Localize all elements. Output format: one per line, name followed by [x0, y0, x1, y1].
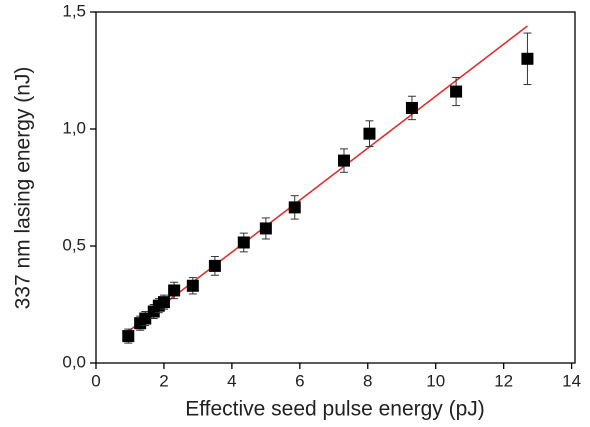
point — [288, 201, 301, 214]
x-axis-label: Effective seed pulse energy (pJ) — [185, 398, 485, 421]
y-axis-label: 337 nm lasing energy (nJ) — [12, 67, 35, 310]
y-tick-label: 0,5 — [62, 235, 86, 254]
point — [186, 279, 199, 292]
point — [450, 85, 463, 98]
x-tick-label: 12 — [494, 371, 513, 390]
point — [168, 284, 181, 297]
point — [363, 127, 376, 140]
x-tick-label: 6 — [295, 371, 304, 390]
y-tick-label: 1,5 — [62, 1, 86, 20]
plot-frame — [95, 11, 576, 364]
point — [337, 154, 350, 167]
x-tick-label: 2 — [159, 371, 168, 390]
x-tick-label: 4 — [227, 371, 236, 390]
point — [521, 52, 534, 65]
point — [259, 222, 272, 235]
x-tick-label: 14 — [562, 371, 581, 390]
x-tick-label: 10 — [426, 371, 445, 390]
point — [122, 330, 135, 343]
point — [208, 259, 221, 272]
y-tick-label: 1,0 — [62, 118, 86, 137]
point — [237, 236, 250, 249]
point — [405, 101, 418, 114]
point — [157, 296, 170, 309]
x-tick-label: 8 — [363, 371, 372, 390]
x-tick-label: 0 — [91, 371, 100, 390]
y-tick-label: 0,0 — [62, 352, 86, 371]
